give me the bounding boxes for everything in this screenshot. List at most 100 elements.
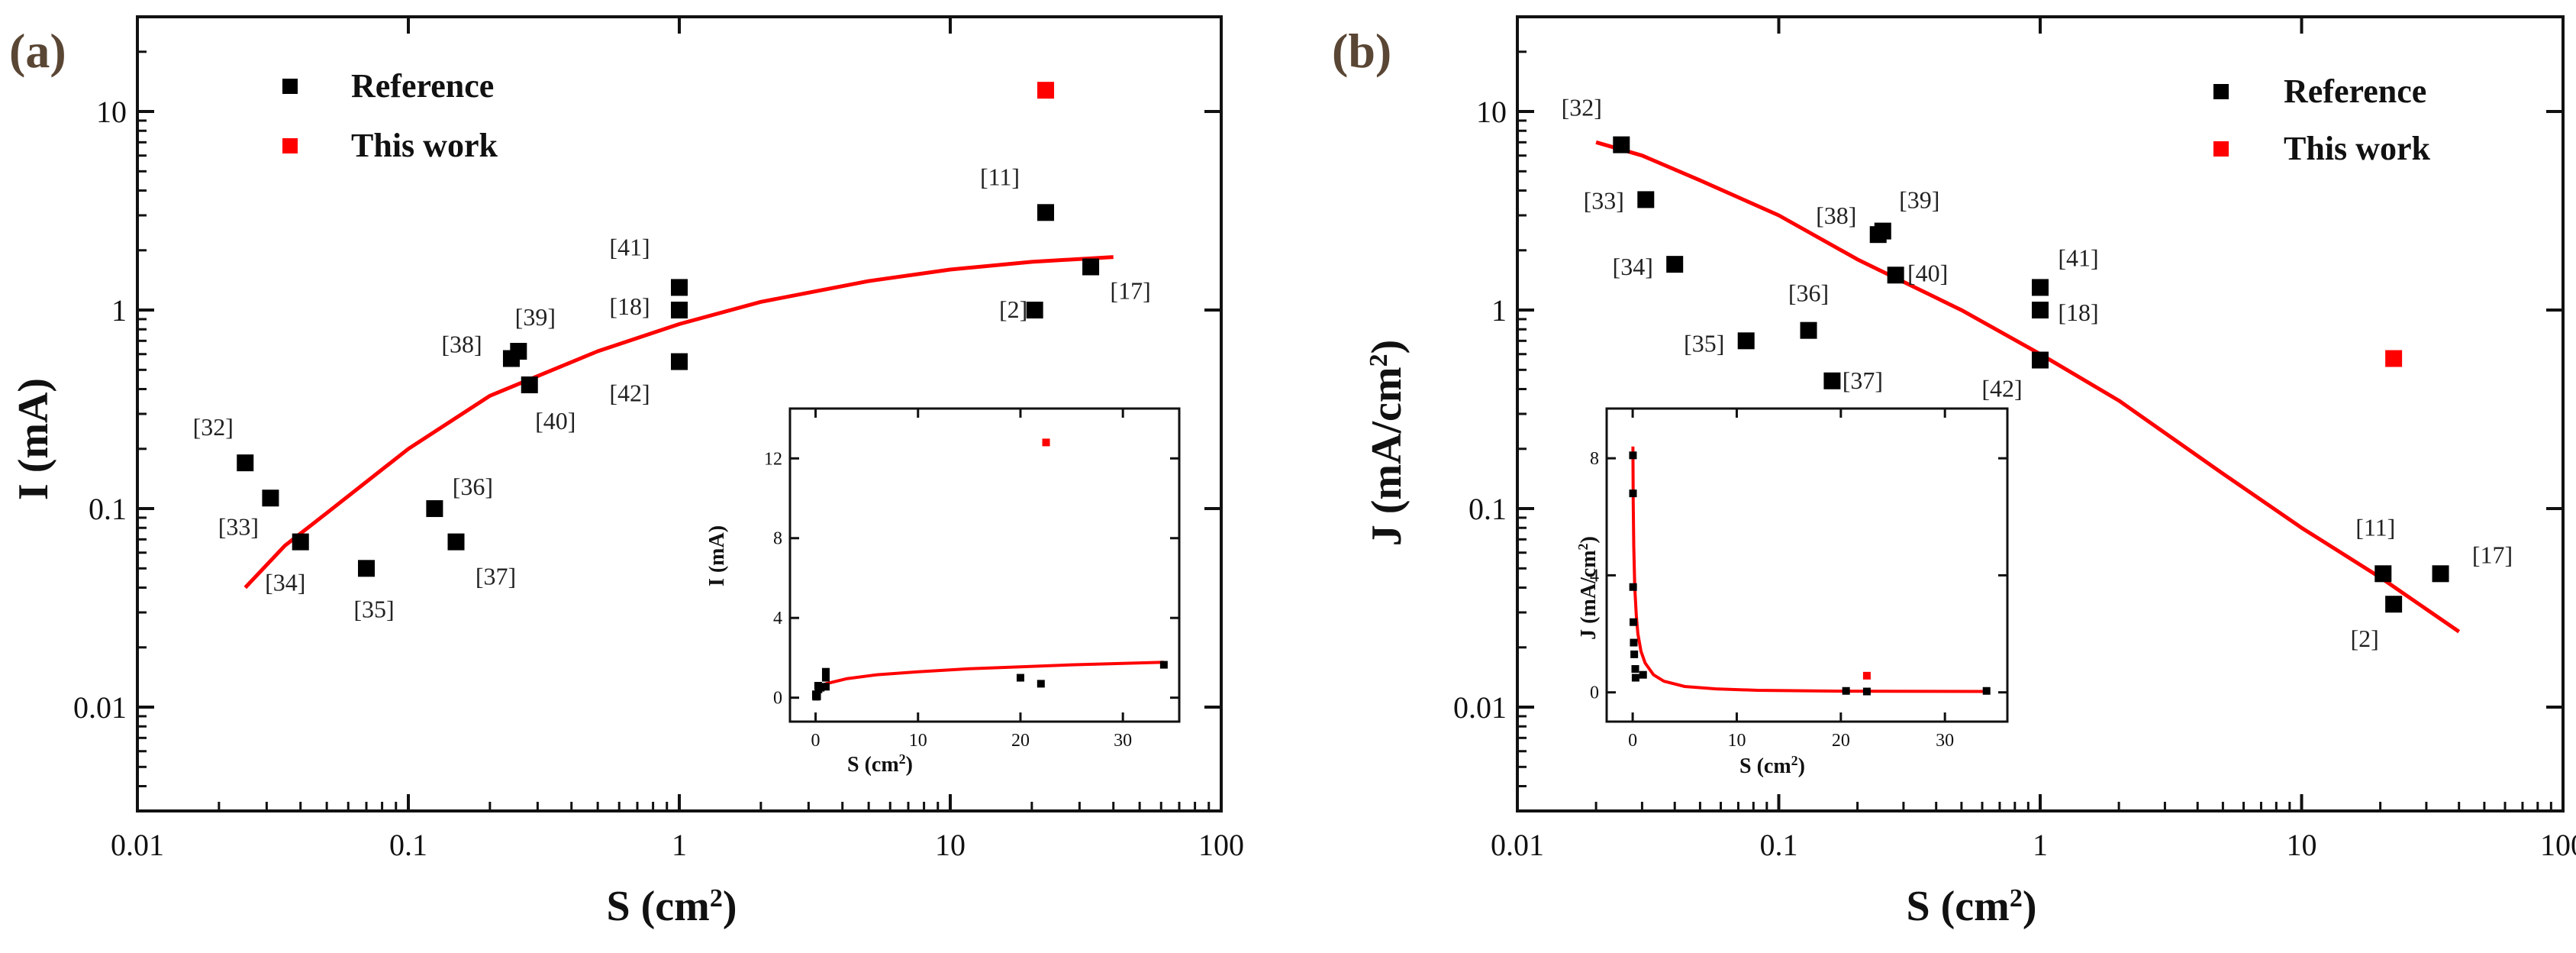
- inset-x-tick-label: 0: [1628, 731, 1637, 751]
- panel-b-inset-points: [1629, 451, 1991, 696]
- inset-point-reference: [1629, 583, 1637, 591]
- data-point-reference: [671, 279, 688, 296]
- panel-a-inset-x-ticks: 0 10 20 30: [811, 409, 1132, 751]
- x-tick-label: 0.01: [1491, 828, 1544, 862]
- legend-marker-this-work: [2213, 141, 2229, 157]
- inset-point-reference: [1630, 650, 1639, 658]
- data-point-reference: [1026, 302, 1043, 319]
- legend-marker-reference: [282, 79, 298, 94]
- data-point-reference: [1666, 256, 1684, 273]
- data-point-reference: [2032, 302, 2049, 319]
- inset-y-tick-label: 4: [1590, 566, 1599, 586]
- panel-a-inset-x-axis-title: S (cm2): [847, 751, 913, 777]
- inset-y-tick-label: 0: [1590, 683, 1599, 703]
- reference-label: [41]: [609, 233, 650, 260]
- panel-a-inset-y-axis-title: I (mA): [705, 525, 729, 586]
- fit-curve-line: [1595, 140, 2461, 634]
- inset-point-reference: [1631, 674, 1639, 682]
- legend-marker-this-work: [282, 138, 298, 153]
- inset-fit-curve-line: [1631, 446, 1987, 693]
- reference-label: [42]: [1981, 375, 2022, 402]
- panel-a-inset: 0 10 20 30 0 4 8 12 S (cm2) I (mA): [705, 407, 1181, 777]
- reference-label: [38]: [1816, 202, 1856, 229]
- inset-y-tick-label: 8: [773, 529, 782, 549]
- panel-b-legend: Reference This work: [2213, 73, 2430, 167]
- reference-label: [32]: [1562, 94, 1602, 121]
- x-tick-label: 0.1: [1760, 828, 1798, 862]
- data-point-reference: [358, 560, 376, 577]
- reference-label: [40]: [535, 407, 575, 435]
- data-point-reference: [1613, 136, 1630, 153]
- fit-curve-line: [243, 255, 1114, 590]
- panel-a-label: (a): [9, 24, 66, 78]
- inset-y-tick-label: 12: [764, 449, 782, 469]
- legend-label-reference: Reference: [351, 67, 494, 105]
- inset-point-reference: [821, 667, 830, 676]
- inset-point-reference: [1629, 451, 1637, 460]
- panel-a-fit-curve: [243, 255, 1114, 590]
- panel-b-y-axis-title: J (mA/cm2): [1363, 340, 1411, 546]
- panel-a-inset-frame-rect: [788, 407, 1181, 723]
- data-point-reference: [671, 302, 688, 319]
- panel-b-inset-x-ticks: 0 10 20 30: [1628, 409, 1954, 751]
- reference-label: [18]: [2058, 299, 2098, 326]
- inset-point-reference: [821, 674, 830, 682]
- inset-point-reference: [1639, 670, 1647, 679]
- inset-point-this-work: [1862, 671, 1871, 680]
- panel-a-x-ticks: 0.01 0.1 1 10 100: [111, 17, 1244, 862]
- inset-y-tick-label: 4: [773, 609, 782, 628]
- data-point-reference: [426, 500, 443, 518]
- reference-label: [37]: [476, 563, 516, 590]
- panel-b-y-ticks: 0.01 0.1 1 10: [1453, 15, 2563, 812]
- reference-label: [18]: [609, 292, 650, 320]
- data-point-reference: [2032, 351, 2049, 369]
- reference-label: [11]: [980, 163, 1020, 190]
- y-tick-label: 1: [1491, 293, 1507, 328]
- reference-label: [11]: [2355, 513, 2395, 541]
- inset-point-reference: [1629, 489, 1637, 498]
- reference-label: [40]: [1907, 259, 1948, 286]
- inset-point-reference: [1159, 661, 1168, 669]
- inset-y-tick-label: 8: [1590, 449, 1599, 469]
- inset-x-tick-label: 20: [1011, 731, 1030, 751]
- panel-a-inset-points: [811, 438, 1168, 701]
- legend-marker-reference: [2213, 84, 2229, 99]
- data-point-reference: [521, 376, 538, 394]
- inset-point-reference: [821, 683, 830, 691]
- data-point-reference: [1737, 332, 1755, 350]
- data-point-reference: [1637, 191, 1655, 208]
- reference-label: [39]: [515, 303, 556, 331]
- reference-label: [17]: [2472, 541, 2513, 568]
- x-tick-label: 1: [2033, 828, 2048, 862]
- inset-y-tick-label: 0: [773, 689, 782, 709]
- reference-label: [36]: [1788, 279, 1829, 307]
- reference-label: [35]: [1684, 329, 1724, 357]
- inset-point-this-work: [1042, 438, 1050, 447]
- panel-b-point-labels: [32] [33] [34] [35] [36] [37] [38] [39] [40] [41]…: [1562, 94, 2513, 653]
- data-point-reference: [671, 353, 688, 370]
- reference-label: [36]: [453, 473, 493, 500]
- data-point-this-work: [2385, 350, 2403, 367]
- reference-label: [39]: [1899, 186, 1939, 214]
- inset-point-reference: [817, 683, 825, 692]
- inset-point-reference: [1631, 665, 1639, 674]
- data-point-reference: [1037, 204, 1055, 221]
- data-point-reference: [2432, 565, 2449, 583]
- data-point-reference: [2374, 565, 2392, 583]
- inset-x-tick-label: 10: [909, 731, 927, 751]
- y-tick-label: 1: [111, 293, 127, 328]
- panel-a-legend: Reference This work: [282, 67, 498, 164]
- reference-label: [2]: [999, 296, 1027, 323]
- legend-label-this-work: This work: [351, 127, 498, 164]
- inset-point-reference: [813, 692, 821, 700]
- data-point-this-work: [1037, 82, 1055, 99]
- inset-point-reference: [1842, 686, 1850, 695]
- data-point-reference: [2032, 279, 2049, 296]
- panel-a-x-axis-title: S (cm2): [607, 883, 737, 930]
- y-tick-label: 0.01: [1453, 690, 1507, 725]
- inset-x-tick-label: 30: [1936, 731, 1954, 751]
- data-point-reference: [1823, 372, 1841, 389]
